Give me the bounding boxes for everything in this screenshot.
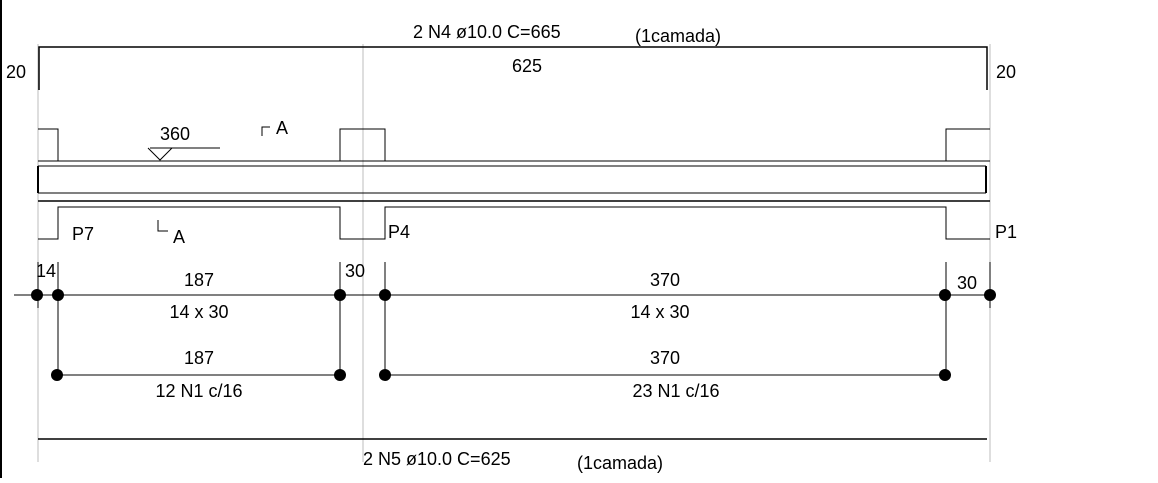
top-bar-hook-left: 20 xyxy=(6,62,26,82)
top-bar-label: 2 N4 ø10.0 C=665 xyxy=(413,22,561,42)
stirrup-dim-dot-4 xyxy=(939,369,951,381)
beam-top-outline-span1 xyxy=(38,128,363,162)
beam-bottom-outline-span1 xyxy=(38,206,363,240)
section-mark-bottom: A xyxy=(173,227,185,247)
stirrup-dim-dot-2 xyxy=(334,369,346,381)
bottom-bar-layer: (1camada) xyxy=(577,453,663,473)
stirrup-2-label: 23 N1 c/16 xyxy=(632,381,719,401)
top-bar-line xyxy=(38,46,988,90)
section-mark-top-bracket xyxy=(261,126,270,136)
section-mark-top: A xyxy=(276,118,288,138)
span-1-length: 187 xyxy=(184,270,214,290)
beam-top-outline-span2 xyxy=(363,128,990,162)
support-width-left: 14 xyxy=(36,261,56,281)
top-bar-length: 625 xyxy=(512,56,542,76)
stirrup-1-label: 12 N1 c/16 xyxy=(155,381,242,401)
span-dim-dot-0 xyxy=(31,289,43,301)
stirrup-2-length: 370 xyxy=(650,348,680,368)
span-dim-dot-4 xyxy=(939,289,951,301)
stirrup-dim-dot-3 xyxy=(379,369,391,381)
stirrup-dim-dot-1 xyxy=(51,369,63,381)
span-dim-dot-2 xyxy=(334,289,346,301)
level-mark-value: 360 xyxy=(160,124,190,144)
span-dim-dot-5 xyxy=(984,289,996,301)
bottom-bar-label: 2 N5 ø10.0 C=625 xyxy=(363,449,511,469)
span-2-length: 370 xyxy=(650,270,680,290)
support-width-middle: 30 xyxy=(345,261,365,281)
span-dim-dot-1 xyxy=(52,289,64,301)
support-label-p7: P7 xyxy=(72,224,94,244)
span-dim-dot-3 xyxy=(379,289,391,301)
top-bar-hook-right: 20 xyxy=(996,62,1016,82)
top-bar-layer: (1camada) xyxy=(635,26,721,46)
span-1-section: 14 x 30 xyxy=(169,302,228,322)
level-mark-triangle xyxy=(147,147,173,161)
section-mark-bottom-bracket xyxy=(157,220,168,232)
support-label-p1: P1 xyxy=(995,222,1017,242)
span-2-section: 14 x 30 xyxy=(630,302,689,322)
support-label-p4: P4 xyxy=(388,222,410,242)
stirrup-1-length: 187 xyxy=(184,348,214,368)
beam-bottom-outline-span2 xyxy=(363,206,990,240)
support-width-right: 30 xyxy=(957,273,977,293)
